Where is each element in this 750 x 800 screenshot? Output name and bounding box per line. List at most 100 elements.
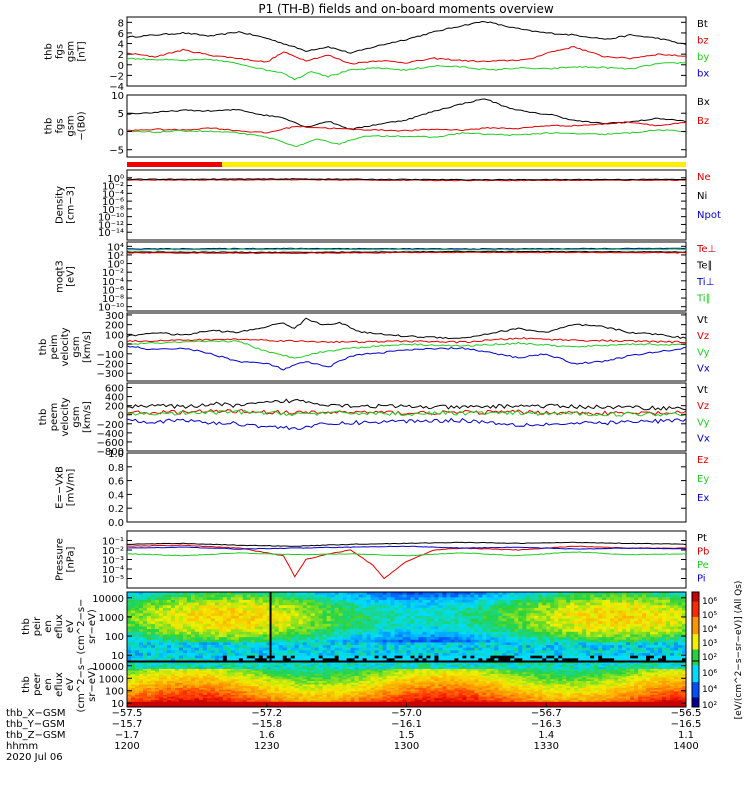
x-tick-label: −16.1 [391, 719, 422, 730]
panel-frame [126, 530, 687, 589]
series-density-Ne [126, 178, 686, 182]
y-tick-label: −600 [97, 438, 124, 449]
y-tick-label: 4 [118, 40, 124, 51]
series-peem-Vz [126, 408, 687, 416]
y-tick-label: 0.8 [108, 463, 124, 474]
y-tick-label: 0 [118, 411, 124, 422]
y-tick-label: 6 [118, 29, 124, 40]
legend-entry: Bt [697, 19, 708, 30]
y-axis-label: velocity [60, 397, 71, 436]
y-axis-label: eflux [54, 614, 65, 639]
y-tick-label: 10⁻² [102, 268, 124, 279]
panel-fgsmfa: 10 5 0 −5 thb fgs gsm −(B0) Bx Bz [44, 91, 710, 158]
y-axis-label: thb [38, 339, 49, 356]
y-tick-label: 0 [118, 127, 124, 138]
plot-title: P1 (TH-B) fields and on-board moments ov… [258, 2, 554, 16]
x-row-label: thb_X−GSM [6, 708, 66, 719]
panel-frame [126, 591, 687, 662]
series-peim-Vt [126, 317, 687, 340]
y-tick-label: 10⁻¹⁴ [98, 228, 124, 239]
x-tick-label: 1.5 [399, 730, 415, 741]
y-tick-label: −200 [97, 420, 124, 431]
panel-frame [126, 16, 687, 87]
series-fgs-Bt [126, 20, 687, 54]
panel-frame [126, 94, 687, 158]
legend-entry: Npot [697, 210, 721, 221]
y-axis-label: [eV] [66, 266, 77, 287]
series-pressure-Pb [126, 544, 687, 580]
series-pressure-Pt [127, 541, 687, 547]
y-tick-label: −100 [97, 350, 124, 361]
legend-entry: Ni [697, 191, 707, 202]
y-tick-label: 10⁻⁶ [102, 285, 124, 296]
y-tick-label: 10000 [92, 594, 124, 605]
y-tick-label: −2 [109, 71, 124, 82]
series-fgsmfa-By [126, 129, 687, 147]
y-tick-label: 100 [105, 687, 124, 698]
y-tick-label: 600 [105, 384, 124, 395]
y-tick-label: 10⁰ [107, 174, 124, 185]
y-tick-label: −300 [97, 369, 124, 380]
y-axis-label: sr−eV) [87, 609, 98, 644]
y-tick-label: 200 [105, 402, 124, 413]
legend-entry: Ey [697, 474, 709, 485]
y-tick-label: 100 [105, 330, 124, 341]
y-tick-label: 10² [107, 251, 124, 262]
series-temp-Te2 [126, 251, 687, 255]
y-axis-label: Pressure [55, 538, 66, 581]
y-axis-label: sr−eV) [87, 667, 98, 702]
y-tick-label: 0.0 [108, 518, 124, 529]
y-axis-label: [km/s] [82, 401, 93, 433]
legend-entry: bz [697, 35, 709, 46]
y-axis-label: thb [44, 118, 55, 135]
series-density-Ni [126, 178, 687, 181]
legend-entry: Vx [697, 364, 710, 375]
data-gap-marker [269, 592, 272, 661]
y-tick-label: 0 [118, 61, 124, 72]
y-tick-label: 10 [111, 699, 124, 710]
y-axis-label: [cm−3] [66, 186, 77, 224]
colorbar-tick: 10⁴ [702, 685, 717, 695]
x-tick-label: −1.7 [115, 730, 139, 741]
y-axis-label: (cm^2−s− [76, 657, 87, 713]
legend-entry: Vt [697, 315, 708, 326]
panel-efield: 1.0 0.8 0.6 0.4 0.2 0.0 E=−VxB [mV/m] Ez Ey Ex [55, 449, 710, 529]
y-axis-label: eflux [54, 672, 65, 697]
y-tick-label: 10⁻⁴ [102, 565, 124, 576]
legend-entry: Pi [697, 574, 706, 585]
y-tick-label: 10⁴ [107, 242, 124, 253]
y-axis-label: thb [21, 618, 32, 635]
y-tick-label: 10⁻⁴ [102, 277, 124, 288]
colorbar-tick: 10⁶ [702, 669, 717, 679]
x-tick-label: −57.0 [391, 708, 422, 719]
x-tick-label: 1.1 [678, 730, 694, 741]
y-tick-label: 300 [105, 311, 124, 322]
y-tick-label: 2 [118, 50, 124, 61]
y-axis-label: peem [49, 403, 60, 431]
legend-entry: Ez [697, 455, 709, 466]
panel-peir: 10000 1000 100 10 thb peir en eflux eV (cm^2−s− sr… [21, 591, 687, 662]
legend-entry: Vx [697, 434, 710, 445]
colorbar-tick: 10² [702, 653, 717, 663]
y-axis-label: [nPa] [66, 546, 77, 572]
y-tick-label: 200 [105, 321, 124, 332]
legend-entry: Pt [697, 533, 707, 544]
x-tick-label: −57.5 [112, 708, 143, 719]
y-axis-label: thb [44, 43, 55, 60]
legend-entry: Ti⊥ [696, 277, 714, 288]
x-tick-label: 1.4 [538, 730, 554, 741]
legend-entry: Bz [697, 116, 709, 127]
legend-entry: Ex [697, 493, 709, 504]
legend-entry: Vz [697, 401, 709, 412]
y-axis-label: fgs [55, 118, 66, 133]
panel-frame [126, 382, 687, 452]
legend-entry: Te⊥ [696, 244, 716, 255]
y-tick-label: 10⁻⁸ [102, 205, 124, 216]
legend-entry: Pe [697, 560, 709, 571]
